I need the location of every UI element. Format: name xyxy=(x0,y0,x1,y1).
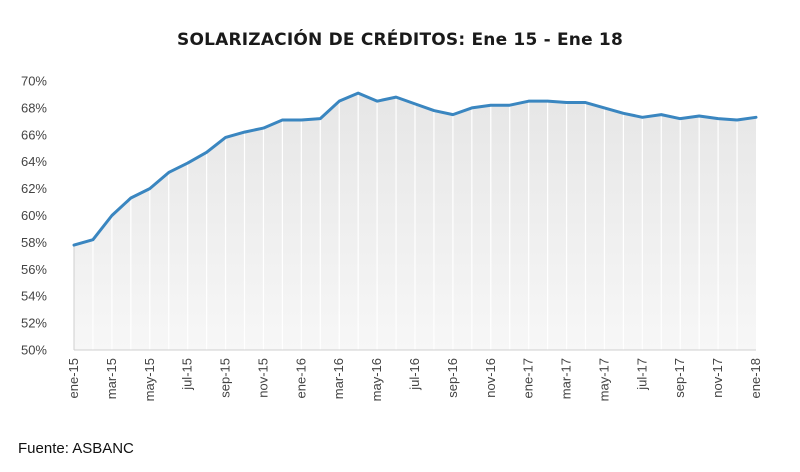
x-tick-label: mar-16 xyxy=(331,358,346,399)
x-tick-label: ene-18 xyxy=(748,358,763,398)
x-tick-label: mar-15 xyxy=(104,358,119,399)
x-tick-label: nov-16 xyxy=(483,358,498,398)
x-tick-label: jul-17 xyxy=(634,358,649,391)
axis-layer xyxy=(73,245,756,351)
y-tick-label: 64% xyxy=(21,154,47,169)
x-tick-label: jul-15 xyxy=(180,358,195,391)
y-tick-label: 66% xyxy=(21,127,47,142)
y-tick-label: 56% xyxy=(21,262,47,277)
y-tick-label: 70% xyxy=(21,74,47,89)
y-tick-label: 62% xyxy=(21,181,47,196)
x-tick-label: may-17 xyxy=(596,358,611,401)
x-tick-label: sep-16 xyxy=(445,358,460,398)
y-tick-label: 54% xyxy=(21,289,47,304)
y-tick-label: 58% xyxy=(21,235,47,250)
y-tick-label: 52% xyxy=(21,316,47,331)
x-tick-label: ene-16 xyxy=(293,358,308,398)
x-tick-label: nov-17 xyxy=(710,358,725,398)
x-tick-label: jul-16 xyxy=(407,358,422,391)
x-tick-label: ene-17 xyxy=(521,358,536,398)
x-tick-label: may-15 xyxy=(142,358,157,401)
y-tick-label: 50% xyxy=(21,343,47,358)
line-chart: 50% 52% 54% 56% 58% 60% 62% 64% 66% 68% 70% ene-15… xyxy=(21,74,763,402)
x-tick-label: nov-15 xyxy=(255,358,270,398)
x-tick-label: may-16 xyxy=(369,358,384,401)
x-tick-label: mar-17 xyxy=(559,358,574,399)
source-note: Fuente: ASBANC xyxy=(18,440,134,457)
chart-title: SOLARIZACIÓN DE CRÉDITOS: Ene 15 - Ene 1… xyxy=(177,30,623,50)
series-layer xyxy=(72,91,758,247)
x-tick-label: sep-15 xyxy=(218,358,233,398)
series-line xyxy=(72,91,758,247)
x-axis-ticks: ene-15 mar-15 may-15 jul-15 sep-15 nov-15 ene-… xyxy=(66,358,763,401)
grid-layer xyxy=(92,93,738,350)
x-tick-label: ene-15 xyxy=(66,358,81,398)
y-tick-label: 68% xyxy=(21,100,47,115)
y-tick-label: 60% xyxy=(21,208,47,223)
y-axis-ticks: 50% 52% 54% 56% 58% 60% 62% 64% 66% 68% 70% xyxy=(21,74,47,358)
x-tick-label: sep-17 xyxy=(672,358,687,398)
